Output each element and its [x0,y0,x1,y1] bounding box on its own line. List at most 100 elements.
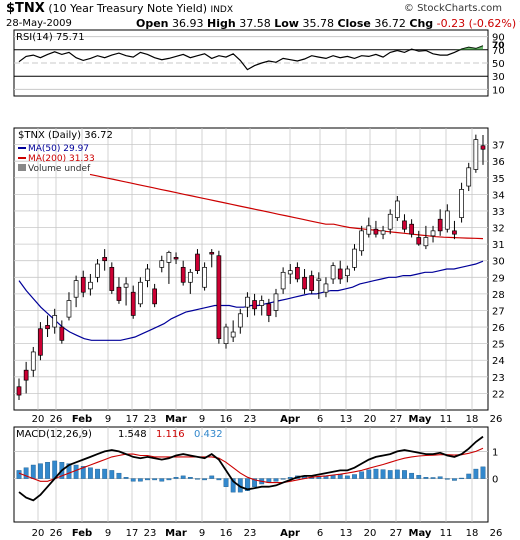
price-x-tick-label: 11 [440,414,453,425]
candle-body [209,252,215,255]
macd-histogram-bar [216,478,222,481]
macd-x-tick-label: 9 [199,528,205,539]
macd-histogram-bar [38,463,43,479]
macd-histogram-bar [366,469,372,479]
macd-x-tick-label: 17 [126,528,139,539]
price-x-tick-label: 16 [220,414,233,425]
candle-body [45,325,50,330]
rsi-legend: RSI(14) 75.71 [16,32,85,43]
candle-body [259,300,265,306]
candle-body [416,237,422,245]
macd-histogram-bar [402,470,407,479]
candle-body [116,286,122,301]
macd-histogram-bar [80,466,86,479]
high-label: High [207,17,236,30]
brand-label: © StockCharts.com [403,3,502,14]
candle-body [66,300,72,318]
candle-body [195,253,200,272]
candle-body [16,386,22,396]
macd-histogram-bar [387,470,393,479]
candle-body [38,328,43,356]
macd-histogram-bar [373,468,379,479]
macd-histogram-bar [152,478,158,481]
candle-body [373,228,379,235]
candle-body [444,210,450,230]
volume-legend-label: Volume undef [28,164,91,174]
price-legend-symbol: $TNX (Daily) 36.72 [18,130,113,141]
candle-body [245,296,250,308]
macd-histogram-bar [359,471,365,479]
price-tick-label: 34 [492,190,505,201]
macd-histogram-bar [166,478,172,481]
rsi-annotation: 70 [492,41,505,51]
price-x-tick-label: Mar [165,414,187,425]
ma200-legend-label: MA(200) 31.33 [28,154,95,164]
macd-x-tick-label: 6 [317,528,323,539]
macd-histogram-bar [109,470,115,479]
rsi-tick-label: 10 [492,85,505,96]
macd-x-tick-label: May [409,528,432,539]
low-value: 35.78 [302,17,334,30]
macd-panel-frame [13,426,489,523]
macd-legend-label: MACD(12,26,9) [16,429,92,440]
price-tick-label: 32 [492,224,505,235]
candle-body [159,260,165,268]
price-tick-label: 27 [492,306,505,317]
macd-histogram-bar [252,478,257,487]
rsi-line [18,45,484,71]
macd-histogram-bar [66,463,72,479]
close-value: 36.72 [374,17,406,30]
macd-histogram-bar [459,477,464,480]
candle-body [459,189,464,218]
macd-histogram-bar [209,475,215,479]
price-x-tick-label: 17 [126,414,139,425]
rsi-tick-label: 90 [492,33,505,44]
close-label: Close [337,17,371,30]
price-tick-label: 29 [492,273,505,284]
macd-histogram-bar [159,478,165,482]
macd-histogram-bar [280,478,286,480]
price-tick-label: 35 [492,174,505,185]
ma50-legend-label: MA(50) 29.97 [28,144,89,154]
candle-body [316,278,322,281]
macd-histogram-bar [87,467,93,479]
macd-histogram-bar [409,472,415,479]
rsi-tick-label: 30 [492,72,505,83]
candle-body [359,230,364,252]
candle-body [402,220,407,230]
price-tick-label: 37 [492,141,505,152]
price-x-tick-label: 18 [466,414,479,425]
candle-body [452,230,457,235]
chart-title: $TNX (10 Year Treasury Note Yield) INDX [6,1,233,16]
macd-x-tick-label: 16 [220,528,233,539]
candle-body [173,257,179,260]
candle-body [387,213,393,230]
price-x-tick-label: 9 [199,414,205,425]
candle-body [280,271,286,290]
price-tick-label: 22 [492,389,505,400]
high-value: 37.58 [239,17,271,30]
price-x-tick-label: May [409,414,432,425]
candle-body [380,230,386,235]
candle-body [473,139,479,170]
macd-histogram-bar [245,478,250,491]
price-x-tick-label: 27 [390,414,403,425]
macd-histogram-bar [430,477,436,479]
ma200-line [89,173,484,240]
macd-x-tick-label: 9 [105,528,111,539]
candle-body [337,268,343,280]
macd-histogram-bar [480,466,486,479]
macd-histogram-bar [130,478,136,482]
volume-legend-swatch [18,164,26,171]
candle-body [295,266,300,280]
candle-body [23,369,29,381]
macd-histogram-bar [102,468,108,479]
macd-tick-label: 1 [492,447,498,458]
price-x-tick-label: 9 [105,414,111,425]
macd-histogram-bar [173,477,179,479]
open-value: 36.93 [172,17,204,30]
candle-body [80,276,86,293]
candle-body [202,266,207,288]
macd-x-tick-label: 13 [340,528,353,539]
